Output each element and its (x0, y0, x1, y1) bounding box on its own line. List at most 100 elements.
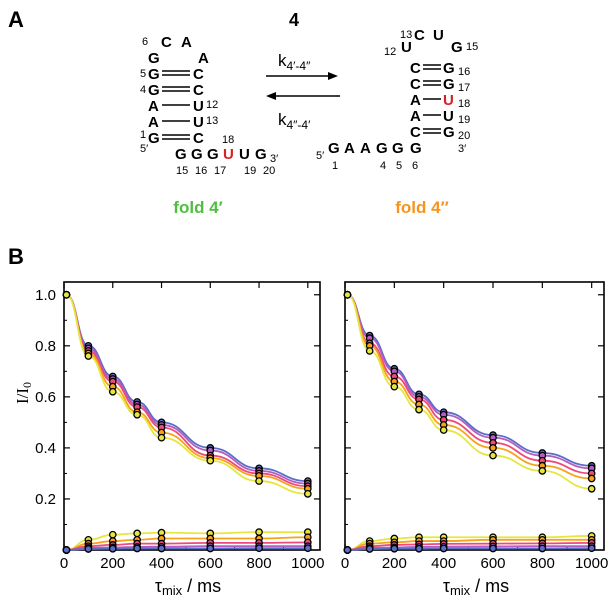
data-point (108, 544, 117, 553)
plot-left: 0 200 400 600 800 1000 0.2 0.4 0.6 0.8 1.0 (35, 281, 324, 572)
svg-text:3′: 3′ (270, 153, 278, 165)
svg-text:U: U (401, 39, 412, 56)
data-point (157, 433, 166, 442)
data-point (343, 546, 352, 554)
data-point (587, 474, 596, 483)
svg-text:20: 20 (458, 130, 470, 142)
data-point (489, 444, 497, 452)
equilibrium-arrows (266, 72, 340, 100)
y-tick-label: 0.4 (35, 440, 56, 457)
forward-arrowhead (328, 72, 338, 80)
data-point (365, 347, 374, 355)
fold1-bonds (162, 70, 190, 140)
data-point (133, 529, 141, 538)
data-point (206, 456, 215, 465)
svg-text:12: 12 (384, 46, 396, 58)
x-tick-label: 400 (149, 555, 174, 572)
svg-text:A: A (344, 140, 355, 157)
data-point (343, 290, 352, 299)
data-point (108, 387, 117, 396)
svg-text:16: 16 (195, 165, 207, 177)
svg-text:18: 18 (458, 98, 470, 110)
svg-text:G: G (443, 76, 455, 93)
x-axis-label-left: τmix / ms (155, 576, 221, 598)
svg-text:15: 15 (466, 41, 478, 53)
svg-text:G: G (328, 140, 340, 157)
fold1-numbers: 6 5 4 12 13 1 5′ 18 15 16 17 19 20 3′ (140, 36, 278, 177)
x-tick-label: 800 (530, 555, 555, 572)
nt-highlight-u18-b: U (443, 92, 454, 109)
data-point (439, 544, 448, 553)
svg-text:G: G (410, 140, 422, 157)
rate-reverse: k4″-4′ (278, 110, 311, 132)
svg-text:19: 19 (458, 114, 470, 126)
svg-text:A: A (148, 98, 159, 115)
plot-frame (344, 281, 605, 551)
svg-text:C: C (410, 60, 421, 77)
x-tick-label: 200 (100, 555, 125, 572)
fold2-label: fold 4″ (395, 198, 448, 217)
svg-text:A: A (360, 140, 371, 157)
svg-text:G: G (148, 130, 160, 147)
data-point (62, 290, 71, 299)
data-point (439, 426, 448, 434)
nt-loop-a2: A (198, 50, 209, 67)
series-line (347, 293, 592, 490)
data-point (133, 410, 141, 419)
svg-text:C: C (193, 66, 204, 83)
svg-text:G: G (392, 140, 404, 157)
data-point (538, 467, 547, 475)
svg-text:1: 1 (140, 129, 146, 141)
svg-text:13: 13 (400, 29, 412, 41)
svg-text:16: 16 (458, 66, 470, 78)
data-point (255, 477, 263, 485)
x-tick-label: 400 (431, 555, 456, 572)
x-tick-label: 0 (60, 555, 68, 572)
svg-text:U: U (193, 114, 204, 131)
svg-text:13: 13 (206, 115, 218, 127)
svg-text:5′: 5′ (140, 143, 148, 155)
data-point (489, 451, 497, 460)
svg-text:A: A (148, 114, 159, 131)
nt-loop-c: C (161, 34, 172, 51)
data-point (255, 528, 263, 536)
svg-text:5: 5 (140, 68, 146, 80)
panel-b-label: B (8, 244, 24, 269)
nt-highlight-u18: U (223, 146, 234, 163)
svg-text:6: 6 (412, 160, 418, 172)
svg-text:U: U (239, 146, 250, 163)
data-point (303, 489, 312, 498)
y-tick-label: 1.0 (35, 287, 56, 304)
plot-right: 0 200 400 600 800 1000 (341, 281, 608, 572)
data-point (62, 546, 71, 554)
data-point (415, 544, 423, 553)
data-point (365, 545, 374, 553)
svg-text:G: G (443, 124, 455, 141)
svg-text:4: 4 (380, 160, 386, 172)
y-tick-label: 0.6 (35, 389, 56, 406)
panel-a-label: A (8, 7, 24, 32)
plot-frame (63, 281, 321, 551)
fold1-label: fold 4′ (173, 198, 222, 217)
data-point (84, 352, 93, 360)
svg-text:4: 4 (140, 84, 146, 96)
x-tick-label: 1000 (291, 555, 324, 572)
svg-text:C: C (414, 27, 425, 44)
x-tick-label: 800 (247, 555, 272, 572)
x-axis-label-right: τmix / ms (443, 576, 509, 598)
svg-text:A: A (410, 108, 421, 125)
data-point (390, 544, 399, 553)
y-tick-label: 0.2 (35, 491, 56, 508)
x-tick-label: 200 (382, 555, 407, 572)
svg-text:6: 6 (142, 36, 148, 48)
svg-text:C: C (410, 124, 421, 141)
svg-text:5: 5 (396, 160, 402, 172)
rate-forward: k4′-4″ (278, 51, 311, 73)
svg-text:G: G (376, 140, 388, 157)
svg-text:17: 17 (214, 165, 226, 177)
data-point (108, 530, 117, 539)
series-line (66, 293, 308, 482)
